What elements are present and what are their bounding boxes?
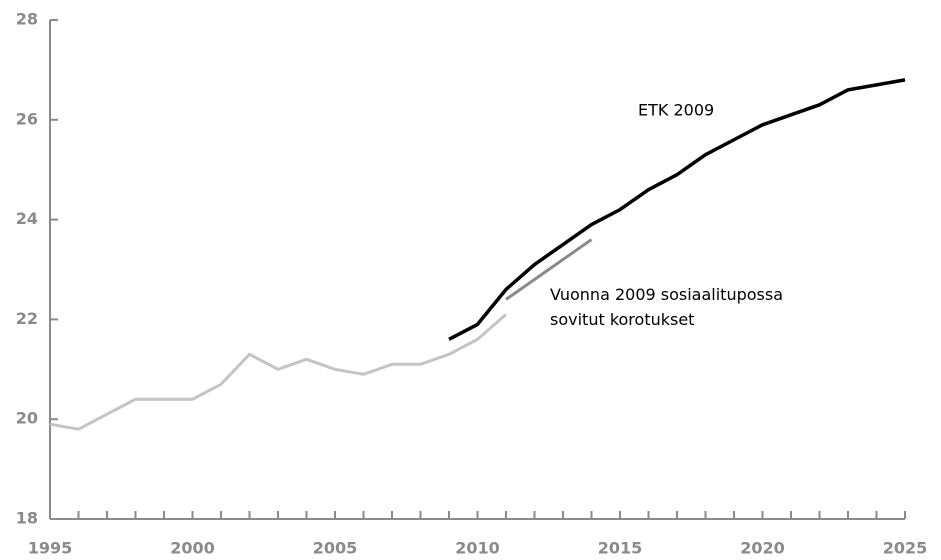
x-tick-label: 2005 — [313, 539, 358, 558]
y-tick-label: 26 — [16, 109, 38, 128]
x-tick-label: 2010 — [455, 539, 500, 558]
x-tick-label: 2015 — [598, 539, 643, 558]
series-annotation: ETK 2009 — [638, 101, 714, 120]
x-tick-label: 2000 — [170, 539, 215, 558]
y-tick-label: 18 — [16, 509, 38, 528]
series-line — [505, 238, 593, 301]
x-tick-label: 2020 — [740, 539, 785, 558]
y-tick-label: 28 — [16, 10, 38, 29]
series-line — [49, 313, 507, 431]
y-tick-label: 22 — [16, 309, 38, 328]
y-tick-label: 24 — [16, 209, 38, 228]
x-tick-label: 2025 — [883, 539, 928, 558]
series-annotation: Vuonna 2009 sosiaalitupossa sovitut koro… — [550, 285, 784, 329]
y-tick-label: 20 — [16, 409, 38, 428]
x-tick-label: 1995 — [28, 539, 73, 558]
series-line — [448, 78, 906, 341]
